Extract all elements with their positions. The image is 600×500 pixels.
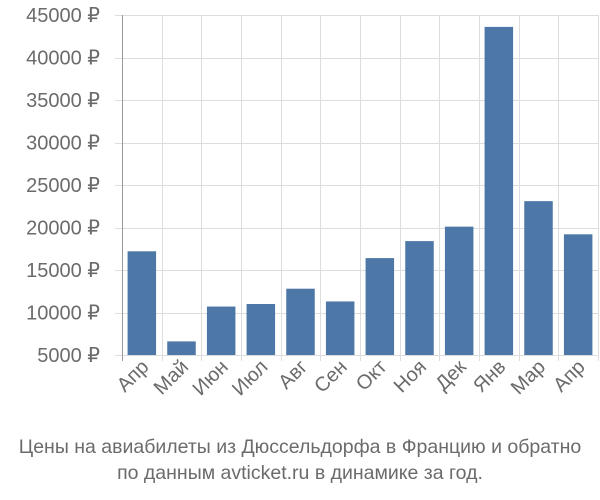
bar — [444, 226, 474, 355]
x-tick-label: Апр — [113, 356, 154, 397]
x-tick-label: Июн — [189, 356, 233, 400]
x-tick-label: Сен — [310, 356, 351, 397]
y-tick-label: 20000 ₽ — [26, 218, 100, 240]
x-tick-label: Июл — [228, 356, 272, 400]
bar — [246, 304, 276, 355]
price-bar-chart: 5000 ₽ 10000 ₽ 15000 ₽ 20000 ₽ 25000 ₽ 30000 … — [26, 5, 599, 400]
x-tick-label: Май — [150, 356, 193, 399]
bar — [127, 251, 157, 355]
caption-line-1: Цены на авиабилеты из Дюссельдорфа в Фра… — [18, 436, 582, 458]
y-tick-label: 45000 ₽ — [26, 5, 100, 27]
bar — [563, 234, 593, 355]
x-tick-label: Ноя — [390, 356, 431, 397]
bar — [286, 288, 315, 355]
bar — [206, 306, 236, 355]
x-tick-label: Авг — [274, 356, 312, 394]
y-tick-label: 30000 ₽ — [26, 133, 100, 155]
x-tick-label: Янв — [469, 356, 510, 397]
bar — [365, 258, 395, 355]
y-tick-label: 5000 ₽ — [37, 345, 100, 367]
x-tick-label: Апр — [549, 356, 590, 397]
bar — [524, 201, 553, 355]
y-tick-label: 10000 ₽ — [26, 303, 100, 325]
bar — [167, 341, 196, 355]
x-tick-label: Окт — [352, 356, 391, 395]
y-axis-labels: 5000 ₽ 10000 ₽ 15000 ₽ 20000 ₽ 25000 ₽ 30000 … — [26, 5, 100, 367]
bar — [405, 241, 434, 355]
caption-line-2: по данным avticket.ru в динамике за год. — [117, 462, 483, 484]
bars — [127, 26, 593, 356]
x-tick-label: Мар — [507, 356, 550, 399]
y-tick-label: 35000 ₽ — [26, 90, 100, 112]
bar — [484, 26, 514, 356]
y-tick-label: 40000 ₽ — [26, 48, 100, 70]
x-tick-label: Дек — [432, 356, 471, 395]
bar — [325, 301, 355, 355]
grid-lines — [115, 15, 599, 361]
y-tick-label: 15000 ₽ — [26, 260, 100, 282]
y-tick-label: 25000 ₽ — [26, 175, 100, 197]
